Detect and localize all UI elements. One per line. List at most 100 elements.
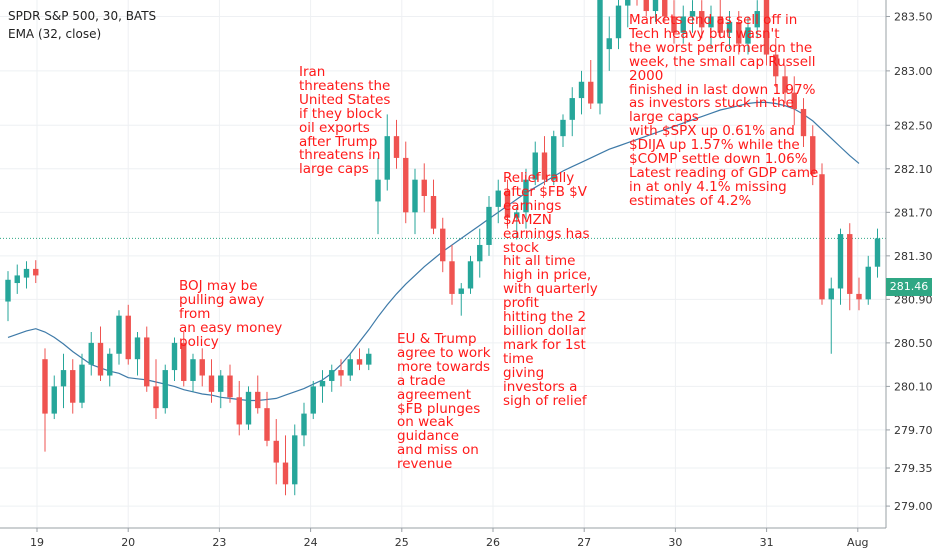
- candle-body: [107, 353, 113, 376]
- candle-body: [255, 391, 261, 409]
- candle: [42, 348, 48, 452]
- annotation-markets-end: Markets end as sell off in Tech heavy bu…: [629, 12, 819, 209]
- candle-body: [88, 342, 94, 365]
- candle: [430, 179, 437, 235]
- x-tick-label: 20: [121, 536, 135, 549]
- candle: [532, 141, 538, 186]
- candle: [51, 375, 57, 420]
- candles-layer: [5, 0, 881, 496]
- candle-body: [264, 408, 270, 441]
- grid-lines: [0, 0, 886, 528]
- candle-body: [51, 386, 57, 414]
- candle-body: [162, 370, 168, 409]
- candle-body: [338, 370, 344, 376]
- x-tick-label: Aug: [847, 536, 868, 549]
- candle: [810, 125, 816, 186]
- candle: [726, 11, 733, 50]
- x-axis-labels: 19 20 23 24 25 26 27 30 31 Aug: [30, 536, 869, 549]
- candle: [356, 348, 363, 371]
- candle-body: [763, 0, 770, 55]
- candle-body: [588, 81, 594, 104]
- candle-body: [819, 174, 825, 300]
- candle-body: [726, 21, 733, 33]
- candle-body: [856, 293, 862, 300]
- candle-body: [615, 5, 622, 39]
- candle: [97, 326, 104, 381]
- candle-body: [347, 359, 353, 376]
- candle: [162, 364, 168, 414]
- candle: [440, 217, 446, 273]
- candle-body: [393, 136, 400, 158]
- y-tick-label: 282.10: [894, 163, 932, 176]
- candle-body: [236, 397, 242, 425]
- y-tick-label: 282.50: [894, 119, 932, 132]
- candle-body: [449, 261, 455, 294]
- candle: [671, 0, 677, 44]
- candle-body: [865, 266, 871, 300]
- candle: [819, 163, 825, 305]
- candle-body: [171, 342, 178, 371]
- candle: [551, 130, 557, 186]
- candle: [393, 119, 400, 169]
- candle: [153, 359, 159, 420]
- candle-body: [745, 27, 751, 44]
- candle: [837, 228, 844, 305]
- candle-body: [569, 98, 575, 120]
- candle-body: [116, 315, 122, 354]
- candle-body: [97, 342, 104, 376]
- candle: [847, 223, 853, 311]
- candle: [171, 337, 178, 381]
- candle: [403, 141, 409, 224]
- y-tick-label: 281.30: [894, 250, 932, 263]
- candle-body: [375, 179, 381, 202]
- candle: [70, 359, 76, 414]
- y-tick-label: 283.00: [894, 65, 932, 78]
- candle-body: [282, 462, 289, 485]
- candle-body: [273, 440, 279, 463]
- candle: [421, 163, 427, 213]
- candle: [699, 0, 705, 39]
- x-tick-label: 23: [212, 536, 226, 549]
- candle-body: [773, 54, 779, 77]
- y-tick-label: 283.50: [894, 10, 932, 23]
- candle: [828, 277, 834, 354]
- candle-body: [60, 370, 67, 387]
- candle-body: [652, 0, 659, 12]
- x-tick-label: 19: [30, 536, 44, 549]
- candle-body: [208, 375, 215, 392]
- candle-body: [458, 288, 464, 294]
- candle: [329, 364, 335, 392]
- candle-body: [310, 386, 316, 414]
- candle: [652, 0, 659, 22]
- candle: [310, 380, 316, 420]
- candle: [800, 98, 807, 148]
- candle: [208, 359, 215, 403]
- annotation-eu-trump: EU & Trump agree to work more towards a …: [397, 331, 491, 473]
- candle: [763, 0, 770, 66]
- candle-body: [245, 391, 252, 425]
- candle: [791, 76, 797, 126]
- candle-body: [514, 212, 520, 218]
- candle-body: [14, 275, 20, 284]
- candle: [560, 114, 566, 148]
- candle-body: [541, 152, 548, 180]
- candle: [504, 179, 511, 229]
- candle-body: [144, 337, 150, 387]
- candle-body: [662, 0, 668, 17]
- candle-body: [689, 11, 696, 17]
- candle-body: [625, 0, 631, 6]
- candle-body: [366, 353, 372, 365]
- x-tick-label: 27: [577, 536, 591, 549]
- candle-body: [421, 179, 427, 196]
- candle-body: [292, 435, 298, 485]
- candle-body: [153, 386, 159, 409]
- candle-body: [125, 315, 131, 360]
- indicator-label: EMA (32, close): [8, 27, 102, 41]
- candle: [116, 310, 122, 365]
- candle-body: [782, 76, 788, 93]
- candle-body: [440, 228, 446, 262]
- candle: [449, 244, 455, 305]
- candle-body: [430, 196, 437, 229]
